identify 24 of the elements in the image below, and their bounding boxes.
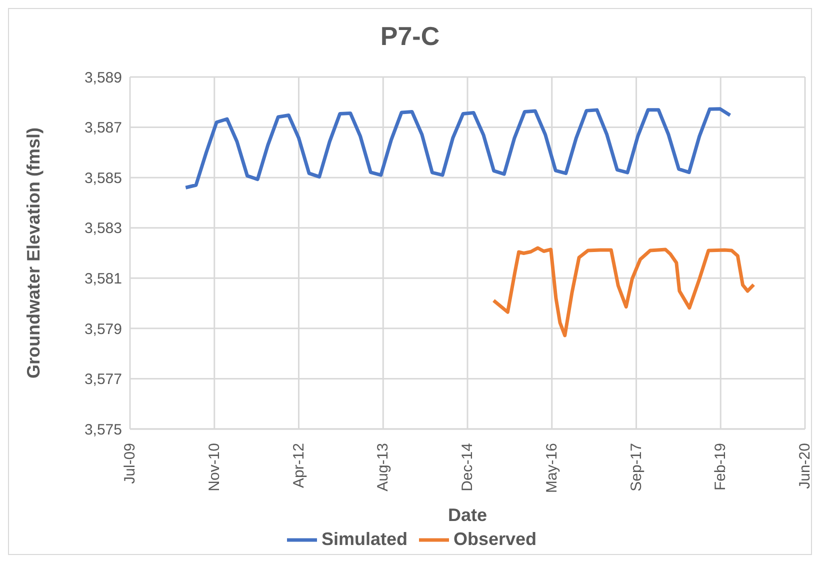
x-tick-label: Nov-10 bbox=[206, 443, 223, 492]
x-tick-label: Feb-19 bbox=[712, 443, 730, 491]
x-axis-title: Date bbox=[448, 505, 488, 525]
y-tick-label: 3,589 bbox=[84, 69, 122, 86]
x-tick-label: May-16 bbox=[543, 443, 560, 494]
y-tick-label: 3,575 bbox=[84, 421, 122, 438]
line-series bbox=[492, 246, 756, 338]
y-tick-label: 3,585 bbox=[84, 170, 122, 187]
x-tick-label: Sep-17 bbox=[628, 443, 645, 492]
legend-label: Observed bbox=[452, 529, 537, 550]
y-tick-label: 3,579 bbox=[84, 320, 122, 338]
x-tick-label: Jun-20 bbox=[796, 443, 814, 489]
line-series bbox=[184, 107, 732, 190]
x-tick-label: Apr-12 bbox=[290, 443, 308, 488]
x-tick-label: Jul-09 bbox=[122, 443, 138, 484]
y-tick-label: 3,583 bbox=[84, 220, 122, 238]
y-axis-title: Groundwater Elevation (fmsl) bbox=[23, 127, 44, 379]
y-tick-label: 3,581 bbox=[84, 270, 122, 288]
legend-label: Simulated bbox=[320, 529, 408, 550]
y-tick-label: 3,577 bbox=[84, 371, 122, 388]
x-tick-label: Aug-13 bbox=[374, 443, 392, 492]
x-tick-label: Dec-14 bbox=[459, 443, 476, 492]
chart-title: P7-C bbox=[379, 21, 441, 52]
y-tick-label: 3,587 bbox=[84, 120, 122, 137]
